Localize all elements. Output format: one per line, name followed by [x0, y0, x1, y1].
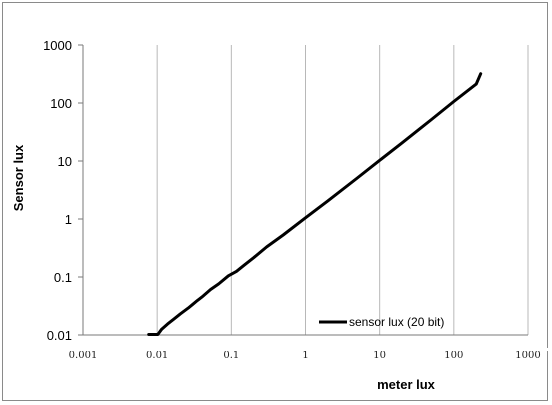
x-tick-label: 10 [373, 350, 386, 361]
x-label-band [13, 348, 548, 351]
x-tick-label: 100 [444, 350, 463, 361]
gridlines [82, 45, 529, 335]
chart: 0.01 0.1 1 10 100 1000 0.001 0.01 0.1 1 10 100 1000… [11, 38, 548, 392]
series-line [147, 72, 483, 336]
y-tick-label: 100 [50, 96, 72, 111]
y-tick-label: 0.01 [47, 328, 72, 343]
x-tick-label: 1 [302, 350, 308, 361]
x-tick-label: 1000 [515, 350, 540, 361]
y-tick-labels: 0.01 0.1 1 10 100 1000 [43, 38, 72, 343]
legend-label: sensor lux (20 bit) [349, 315, 444, 329]
x-tick-label: 0.001 [69, 350, 98, 361]
y-axis-label: Sensor lux [11, 144, 26, 211]
legend: sensor lux (20 bit) [319, 315, 444, 329]
series-lines [147, 72, 483, 336]
x-axis-label: meter lux [377, 377, 436, 392]
x-tick-label: 0.1 [223, 350, 239, 361]
x-tick-labels: 0.001 0.01 0.1 1 10 100 1000 [13, 348, 548, 361]
axes [78, 44, 528, 336]
y-tick-label: 0.1 [54, 270, 72, 285]
x-tick-label: 0.01 [146, 350, 168, 361]
y-tick-label: 1 [65, 212, 72, 227]
chart-frame: 0.01 0.1 1 10 100 1000 0.001 0.01 0.1 1 10 100 1000… [2, 2, 548, 401]
y-tick-label: 1000 [43, 38, 72, 53]
y-tick-label: 10 [58, 154, 72, 169]
